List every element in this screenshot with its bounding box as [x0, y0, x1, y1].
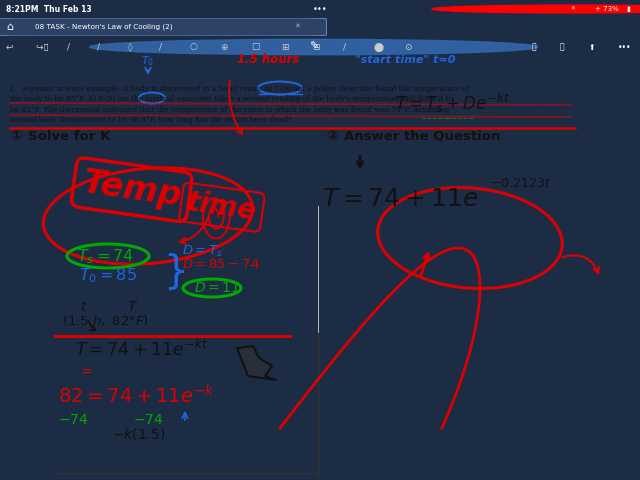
Text: $^{-0.2123t}$: $^{-0.2123t}$: [490, 179, 552, 197]
Text: Answer the Question: Answer the Question: [344, 130, 500, 143]
Text: $T=74+11e$: $T=74+11e$: [322, 187, 479, 211]
Text: ~~~~~: ~~~~~: [445, 116, 474, 122]
Text: □: □: [251, 43, 259, 51]
Text: $T$: $T$: [127, 300, 138, 314]
Text: /: /: [159, 43, 162, 51]
Text: $T_0 = 85$: $T_0 = 85$: [79, 266, 137, 285]
Text: ⬤: ⬤: [374, 42, 384, 51]
Text: Temp: Temp: [80, 167, 184, 213]
Circle shape: [432, 5, 640, 13]
Text: $T = 74 + 11e^{-kt}$: $T = 74 + 11e^{-kt}$: [75, 339, 209, 360]
Text: $T_s = 74$: $T_s = 74$: [77, 247, 134, 266]
Text: $D = 85 - 74$: $D = 85 - 74$: [182, 258, 260, 271]
Text: time: time: [185, 189, 259, 226]
Text: ◊: ◊: [128, 42, 132, 52]
Text: $(1.5$ $h,$ $82°F)$: $(1.5$ $h,$ $82°F)$: [62, 313, 149, 328]
Text: ○: ○: [189, 43, 197, 51]
Text: the body to be 85°F. At 8:30 am the medical examiner takes a second reading of t: the body to be 85°F. At 8:30 am the medi…: [10, 96, 453, 104]
Text: 08 TASK - Newton's Law of Cooling (2): 08 TASK - Newton's Law of Cooling (2): [35, 24, 173, 30]
Text: 8:21PM  Thu Feb 13: 8:21PM Thu Feb 13: [6, 4, 92, 13]
Text: ②: ②: [326, 129, 338, 143]
Text: normal body temperature to be 98.6°F, how long has the victim been dead?: normal body temperature to be 98.6°F, ho…: [10, 117, 292, 124]
Text: "start time" t=0: "start time" t=0: [355, 55, 456, 65]
Text: •••: •••: [313, 4, 327, 13]
Text: + 73%: + 73%: [595, 6, 619, 12]
Text: ⬆: ⬆: [589, 43, 595, 51]
Text: •••: •••: [618, 43, 631, 51]
FancyBboxPatch shape: [0, 18, 326, 36]
Text: $D = T_s$: $D = T_s$: [182, 244, 223, 259]
Text: ⊞: ⊞: [282, 43, 289, 51]
Text: $-74$: $-74$: [133, 413, 163, 427]
Text: ✕: ✕: [294, 24, 300, 30]
Text: ⊙: ⊙: [404, 43, 412, 51]
Text: Solve for K: Solve for K: [28, 130, 110, 143]
Text: $=$: $=$: [78, 364, 93, 378]
Text: $T_0$: $T_0$: [141, 54, 155, 68]
Text: ✕: ✕: [570, 7, 575, 12]
Text: $t$: $t$: [80, 300, 88, 314]
Text: ⌂: ⌂: [6, 22, 13, 32]
Text: /: /: [97, 43, 100, 51]
Text: ↪: ↪: [36, 43, 44, 51]
Text: $T = T_s + De^{-kt}$: $T = T_s + De^{-kt}$: [395, 91, 510, 115]
Text: ⊟: ⊟: [312, 43, 320, 51]
Text: 🔍: 🔍: [44, 44, 48, 50]
Text: ⊕: ⊕: [220, 43, 228, 51]
Text: 📄: 📄: [531, 43, 536, 51]
Text: ~~~~~: ~~~~~: [420, 116, 449, 122]
Text: /: /: [343, 43, 346, 51]
Text: $82 = 74 + 11e^{-k}$: $82 = 74 + 11e^{-k}$: [58, 384, 215, 407]
Text: $D = 11$: $D = 11$: [194, 281, 240, 295]
Text: be 82°F. The thermostat indicated that the temperature of the room in which the : be 82°F. The thermostat indicated that t…: [10, 106, 449, 114]
Text: ↩: ↩: [5, 43, 13, 51]
Text: I.   Forensic science example: A body is discovered in a hotel room. At 7:00 am : I. Forensic science example: A body is d…: [10, 85, 469, 93]
Text: 🔖: 🔖: [560, 43, 564, 51]
Polygon shape: [237, 346, 276, 380]
Text: ▮: ▮: [627, 6, 630, 12]
Circle shape: [90, 39, 538, 55]
Text: ①: ①: [10, 129, 22, 143]
Text: 1.5 hours: 1.5 hours: [237, 53, 300, 66]
Text: /: /: [67, 43, 70, 51]
Text: $-74$: $-74$: [58, 413, 88, 427]
Text: }: }: [163, 252, 188, 290]
Text: $-k(1.5)$: $-k(1.5)$: [112, 425, 165, 442]
Text: ✎: ✎: [309, 42, 318, 52]
